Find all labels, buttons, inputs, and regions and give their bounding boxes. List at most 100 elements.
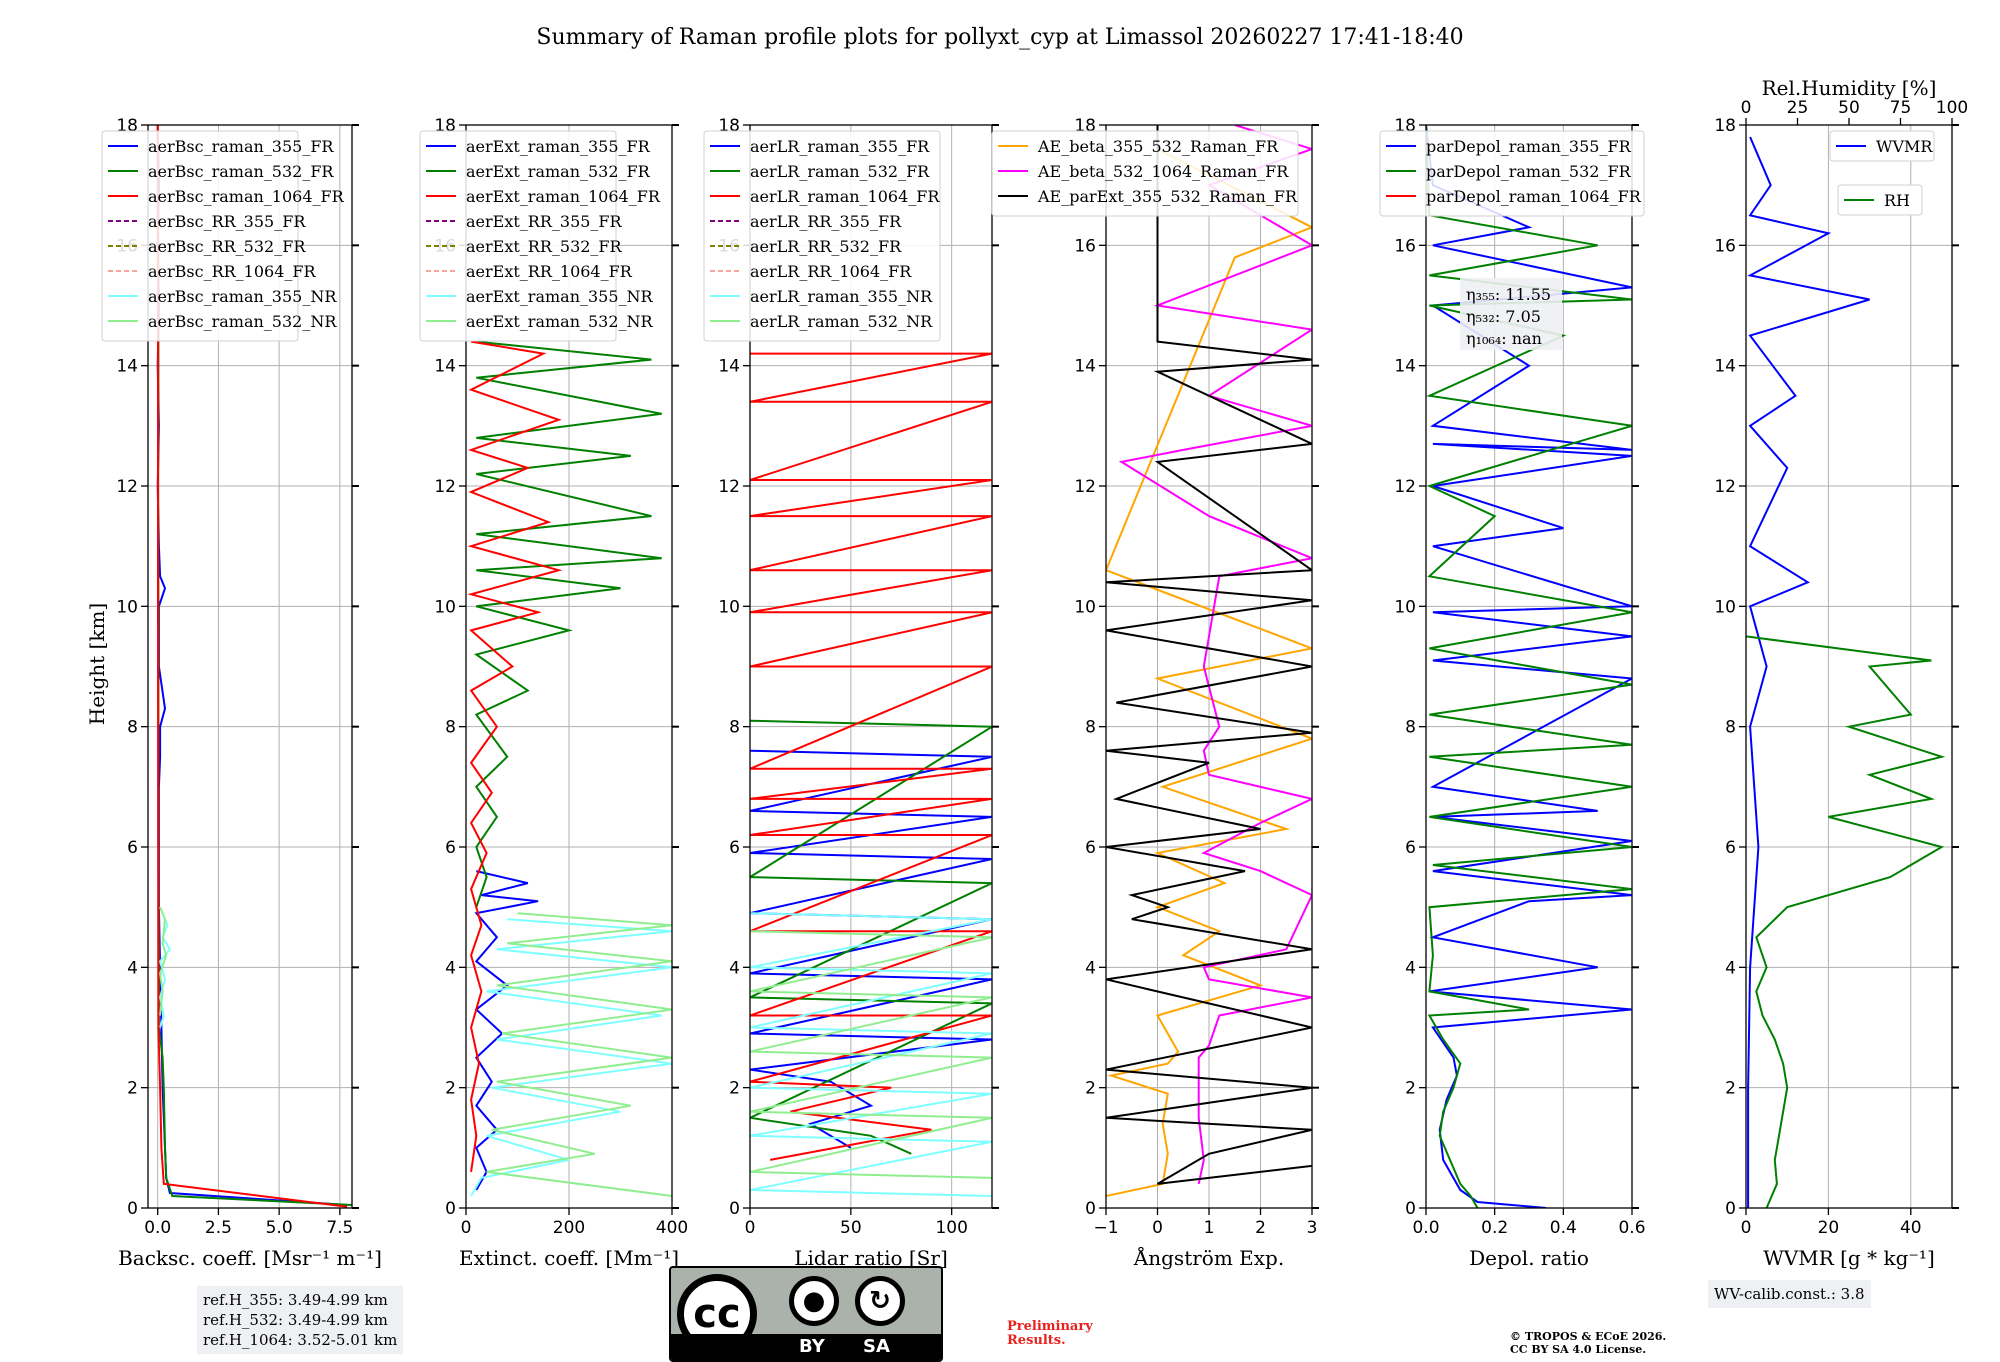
wv-calib-box: WV-calib.const.: 3.8: [1708, 1280, 1871, 1308]
y-tick-label: 2: [1085, 1079, 1096, 1099]
ref-height-1064: ref.H_1064: 3.52-5.01 km: [203, 1331, 398, 1349]
series-WVMR: [1747, 136, 1870, 1208]
sa-share-icon: ↻: [855, 1276, 905, 1326]
y-tick-label: 4: [127, 958, 138, 978]
series-aerExt_raman_532_FR: [473, 340, 662, 908]
x-tick-label: 0.2: [1481, 1218, 1508, 1238]
legend-entry: aerBsc_raman_532_FR: [148, 162, 334, 181]
legend-box: [101, 130, 299, 342]
y-tick-label: 12: [1394, 477, 1416, 497]
legend-entry: aerBsc_RR_355_FR: [148, 212, 306, 231]
series-aerLR_raman_355_NR: [750, 912, 992, 1197]
eta-annotation-box: [1460, 278, 1562, 350]
cc-badge-footer: [671, 1334, 941, 1360]
x-axis-label: Depol. ratio: [1469, 1246, 1589, 1270]
x-tick-label: 0: [1741, 1218, 1752, 1238]
y-tick-label: 4: [445, 958, 456, 978]
y-tick-label: 4: [729, 958, 740, 978]
legend-entry: aerExt_RR_1064_FR: [466, 262, 633, 281]
legend-box-wvmr: [1829, 130, 1935, 162]
y-tick-label: 6: [1405, 838, 1416, 858]
y-tick-label: 0: [445, 1199, 456, 1219]
legend-entry: aerLR_raman_532_NR: [750, 312, 933, 331]
legend-entry: aerExt_raman_355_FR: [466, 137, 651, 156]
y-tick-label: 8: [1405, 718, 1416, 738]
legend-box: [1379, 130, 1645, 217]
y-tick-label: 10: [1074, 597, 1096, 617]
plot-frame: [749, 124, 993, 1209]
y-tick-label: 0: [1405, 1199, 1416, 1219]
x-axis-label: Extinct. coeff. [Mm⁻¹]: [459, 1246, 679, 1270]
cc-license-badge: cc ● ↻ BY SA: [669, 1266, 943, 1362]
legend-entry: aerBsc_raman_355_NR: [148, 287, 337, 306]
top-x-tick-label: 50: [1838, 98, 1860, 118]
series-AE_parExt_355_532_Raman_FR: [1106, 125, 1312, 1185]
legend-entry: aerBsc_RR_1064_FR: [148, 262, 317, 281]
x-tick-label: 2: [1255, 1218, 1266, 1238]
plot-frame: [147, 124, 353, 1209]
x-tick-label: 0.6: [1618, 1218, 1645, 1238]
x-tick-label: 2.5: [205, 1218, 232, 1238]
y-tick-label: 16: [1714, 236, 1736, 256]
series-aerLR_raman_532_NR: [750, 930, 992, 1179]
legend-entry: AE_beta_355_532_Raman_FR: [1037, 137, 1279, 156]
y-tick-label: 4: [1405, 958, 1416, 978]
x-tick-label: 1: [1204, 1218, 1215, 1238]
y-tick-label: 2: [1725, 1079, 1736, 1099]
y-tick-label: 0: [1085, 1199, 1096, 1219]
y-tick-label: 8: [445, 718, 456, 738]
ref-height-532: ref.H_532: 3.49-4.99 km: [203, 1311, 388, 1329]
y-tick-label: 14: [1074, 357, 1096, 377]
legend-entry: aerExt_raman_1064_FR: [466, 187, 661, 206]
y-tick-label: 6: [1085, 838, 1096, 858]
legend-entry: aerLR_raman_355_FR: [750, 137, 930, 156]
legend-entry: aerExt_RR_532_FR: [466, 237, 623, 256]
legend-entry: RH: [1884, 191, 1910, 210]
x-tick-label: 400: [656, 1218, 688, 1238]
reference-heights: ref.H_355: 3.49-4.99 km ref.H_532: 3.49-…: [197, 1286, 404, 1354]
legend-box: [991, 130, 1299, 217]
y-tick-label: 6: [729, 838, 740, 858]
x-axis-label: Ångström Exp.: [1133, 1245, 1284, 1270]
series-aerBsc_raman_355_NR: [159, 906, 172, 1028]
y-tick-label: 10: [1714, 597, 1736, 617]
y-tick-label: 10: [1394, 597, 1416, 617]
x-tick-label: 50: [840, 1218, 862, 1238]
x-tick-label: 200: [553, 1218, 585, 1238]
x-tick-label: 3: [1307, 1218, 1318, 1238]
legend-entry: AE_parExt_355_532_Raman_FR: [1037, 187, 1298, 206]
top-x-tick-label: 25: [1787, 98, 1809, 118]
y-tick-label: 10: [718, 597, 740, 617]
x-tick-label: 0.4: [1550, 1218, 1577, 1238]
legend-entry: parDepol_raman_1064_FR: [1426, 187, 1642, 206]
y-tick-label: 2: [445, 1079, 456, 1099]
legend-entry: parDepol_raman_355_FR: [1426, 137, 1632, 156]
legend-entry: aerLR_RR_532_FR: [750, 237, 902, 256]
y-tick-label: 10: [116, 597, 138, 617]
wv-calib-const: WV-calib.const.: 3.8: [1714, 1285, 1865, 1303]
x-tick-label: 0.0: [144, 1218, 171, 1238]
y-tick-label: 12: [718, 477, 740, 497]
series-parDepol_raman_532_FR: [1426, 125, 1632, 1208]
y-tick-label: 0: [729, 1199, 740, 1219]
series-aerExt_raman_1064_FR: [467, 340, 563, 1173]
y-tick-label: 10: [434, 597, 456, 617]
x-tick-label: 0: [745, 1218, 756, 1238]
legend-box-rh: [1837, 184, 1923, 216]
series-AE_beta_355_532_Raman_FR: [1106, 148, 1312, 1197]
top-x-tick-label: 100: [1936, 98, 1968, 118]
legend-entry: aerBsc_raman_1064_FR: [148, 187, 345, 206]
y-tick-label: 6: [445, 838, 456, 858]
preliminary-note: Preliminary Results.: [1007, 1319, 1093, 1348]
figure-title: Summary of Raman profile plots for polly…: [536, 25, 1463, 50]
y-tick-label: 12: [1714, 477, 1736, 497]
x-tick-label: 5.0: [266, 1218, 293, 1238]
x-tick-label: 7.5: [326, 1218, 353, 1238]
legend-entry: aerLR_RR_1064_FR: [750, 262, 912, 281]
series-aerBsc_raman_1064_FR: [156, 125, 348, 1208]
y-tick-label: 0: [127, 1199, 138, 1219]
